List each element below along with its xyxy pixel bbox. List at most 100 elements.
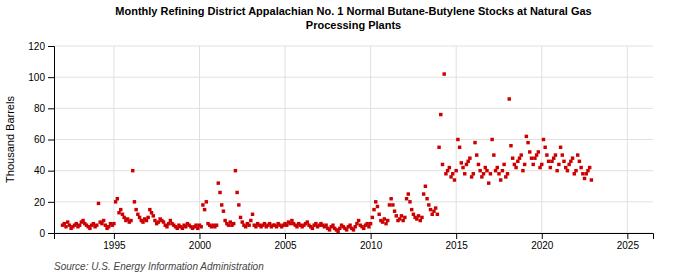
point <box>470 175 473 178</box>
point <box>588 166 591 169</box>
point <box>590 178 593 181</box>
point <box>535 153 538 156</box>
grid-line-y <box>54 201 653 202</box>
point <box>75 222 78 225</box>
y-tick: 60 <box>34 134 54 145</box>
point <box>95 223 98 226</box>
x-tick-label: 2015 <box>446 240 469 251</box>
point <box>540 163 543 166</box>
point <box>181 227 184 230</box>
y-tick-label: 20 <box>34 197 46 208</box>
point <box>425 197 428 200</box>
point <box>537 150 540 153</box>
point <box>247 223 250 226</box>
point <box>383 217 386 220</box>
point <box>552 156 555 159</box>
point <box>389 197 392 200</box>
point <box>451 172 454 175</box>
point <box>367 225 370 228</box>
point <box>97 202 100 205</box>
y-tick-mark <box>48 233 54 234</box>
point <box>345 228 348 231</box>
y-tick-label: 40 <box>34 165 46 176</box>
point <box>196 227 199 230</box>
point <box>528 150 531 153</box>
point <box>353 225 356 228</box>
point <box>420 216 423 219</box>
point <box>371 216 374 219</box>
marks <box>61 72 593 233</box>
point <box>574 169 577 172</box>
y-tick-label: 100 <box>28 72 45 83</box>
point <box>251 213 254 216</box>
point <box>508 97 511 100</box>
point <box>482 172 485 175</box>
point <box>324 223 327 226</box>
y-tick: 120 <box>28 41 54 52</box>
y-axis: 020406080100120 <box>28 41 54 239</box>
point <box>150 211 153 214</box>
grid-line-y <box>54 170 653 171</box>
x-tick-label: 2005 <box>274 240 297 251</box>
point <box>492 153 495 156</box>
point <box>554 153 557 156</box>
point <box>468 156 471 159</box>
grid-line-x <box>370 46 371 233</box>
point <box>222 209 225 212</box>
point <box>456 138 459 141</box>
point <box>100 222 103 225</box>
point <box>384 222 387 225</box>
point <box>573 172 576 175</box>
point <box>442 72 445 75</box>
x-tick-mark <box>285 233 286 239</box>
point <box>461 166 464 169</box>
x-tick: 1995 <box>103 233 126 251</box>
point <box>579 166 582 169</box>
y-tick-label: 120 <box>28 41 45 52</box>
point <box>514 166 517 169</box>
point <box>217 181 220 184</box>
point <box>430 213 433 216</box>
point <box>184 225 187 228</box>
grid-line-y <box>54 108 653 109</box>
point <box>218 191 221 194</box>
title-line: Processing Plants <box>306 19 401 31</box>
point <box>460 161 463 164</box>
point <box>136 213 139 216</box>
point <box>398 217 401 220</box>
y-tick-mark <box>48 46 54 47</box>
point <box>81 219 84 222</box>
x-tick: 2015 <box>446 233 469 251</box>
point <box>478 169 481 172</box>
point <box>458 146 461 149</box>
point <box>311 227 314 230</box>
point <box>112 222 115 225</box>
point <box>412 213 415 216</box>
y-tick: 100 <box>28 72 54 83</box>
point <box>376 205 379 208</box>
point <box>352 228 355 231</box>
point <box>530 156 533 159</box>
point <box>543 146 546 149</box>
point <box>121 213 124 216</box>
point <box>338 227 341 230</box>
x-tick-label: 1995 <box>103 240 126 251</box>
point <box>235 191 238 194</box>
x-tick-label: 2025 <box>617 240 640 251</box>
grid-line-x <box>199 46 200 233</box>
x-tick: 2005 <box>274 233 297 251</box>
point <box>496 166 499 169</box>
point <box>504 175 507 178</box>
point <box>501 169 504 172</box>
point <box>490 138 493 141</box>
point <box>422 192 425 195</box>
point <box>506 172 509 175</box>
x-axis: 1995200020052010201520202025 <box>55 233 654 251</box>
point <box>410 208 413 211</box>
point <box>374 200 377 203</box>
point <box>169 219 172 222</box>
point <box>388 203 391 206</box>
point <box>581 172 584 175</box>
point <box>66 220 69 223</box>
point <box>122 216 125 219</box>
